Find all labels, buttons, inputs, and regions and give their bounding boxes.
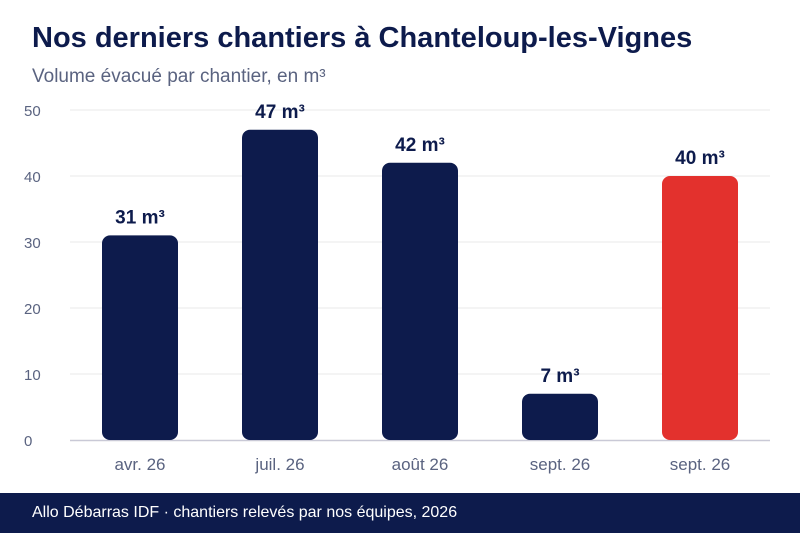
bar <box>102 235 178 440</box>
y-tick-label: 20 <box>24 301 41 318</box>
y-tick-label: 30 <box>24 235 41 252</box>
bar-value-label: 40 m³ <box>675 148 725 169</box>
y-tick-label: 0 <box>24 433 32 450</box>
chart-title: Nos derniers chantiers à Chanteloup-les-… <box>32 22 693 54</box>
bar <box>382 162 458 441</box>
bar-value-label: 7 m³ <box>540 366 579 387</box>
bar <box>242 129 318 441</box>
footer-bar: Allo Débarras IDF · chantiers relevés pa… <box>0 493 800 533</box>
bar <box>522 393 598 440</box>
y-tick-label: 10 <box>24 367 41 384</box>
x-tick-label: avr. 26 <box>114 455 165 474</box>
x-tick-label: sept. 26 <box>530 455 591 474</box>
bar-chart: 0 10 20 30 40 50 31 m³ avr. 26 47 m³ juil. 26 42 m… <box>24 102 770 474</box>
bar-value-label: 42 m³ <box>395 135 445 156</box>
y-tick-label: 40 <box>24 169 41 186</box>
x-tick-label: août 26 <box>392 455 449 474</box>
footer-source-text: Allo Débarras IDF · chantiers relevés pa… <box>32 504 458 521</box>
y-tick-label: 50 <box>24 103 41 120</box>
bar-value-label: 31 m³ <box>115 207 165 228</box>
chart-subtitle: Volume évacué par chantier, en m³ <box>32 66 326 87</box>
x-tick-label: sept. 26 <box>670 455 731 474</box>
x-tick-label: juil. 26 <box>254 455 304 474</box>
bar <box>662 176 738 440</box>
bar-value-label: 47 m³ <box>255 102 305 123</box>
